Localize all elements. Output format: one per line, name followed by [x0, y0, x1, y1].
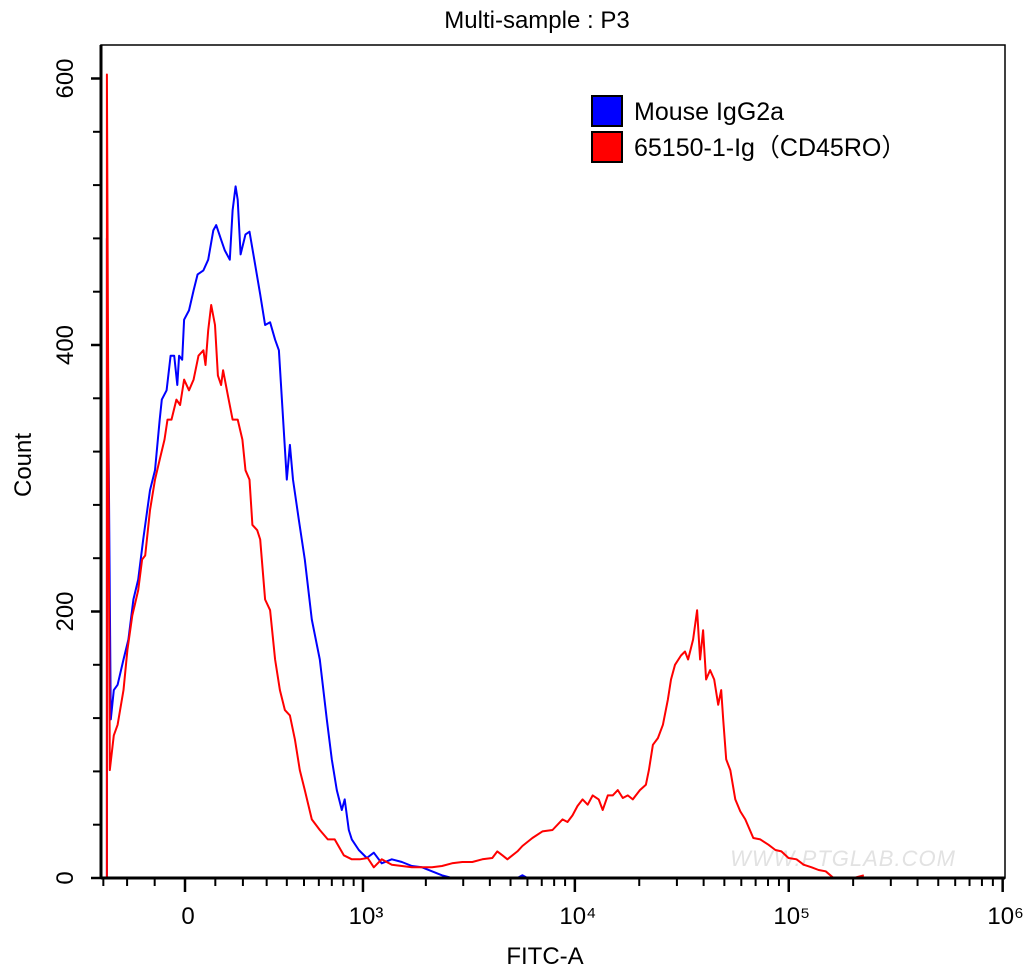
x-tick-label: 10⁶	[987, 903, 1024, 930]
x-tick-label: 10⁴	[559, 903, 596, 930]
y-tick-label: 200	[52, 591, 79, 631]
y-tick-label: 400	[52, 325, 79, 365]
x-axis-label: FITC-A	[506, 943, 583, 970]
axes: 0 10³ 10⁴ 10⁵ 10⁶ 0 200 400 600	[52, 45, 1024, 930]
histogram-curves	[105, 73, 865, 879]
chart-title: Multi-sample : P3	[444, 7, 629, 34]
legend-swatch	[591, 95, 623, 127]
y-tick-label: 0	[52, 871, 79, 884]
plot-frame	[100, 44, 1006, 879]
y-axis-label: Count	[10, 433, 37, 497]
y-tick-label: 600	[52, 58, 79, 98]
watermark: WWW.PTGLAB.COM	[730, 846, 956, 871]
x-tick-label: 10⁵	[773, 903, 810, 930]
legend-label: Mouse IgG2a	[634, 98, 784, 126]
legend: Mouse IgG2a 65150-1-Ig（CD45RO）	[591, 95, 906, 163]
legend-swatch	[591, 131, 623, 163]
series-line-cd45ro	[105, 73, 865, 879]
legend-label: 65150-1-Ig（CD45RO）	[634, 134, 906, 162]
x-tick-label: 10³	[349, 903, 384, 930]
series-line-isotype	[105, 185, 528, 879]
x-tick-label: 0	[181, 903, 194, 930]
